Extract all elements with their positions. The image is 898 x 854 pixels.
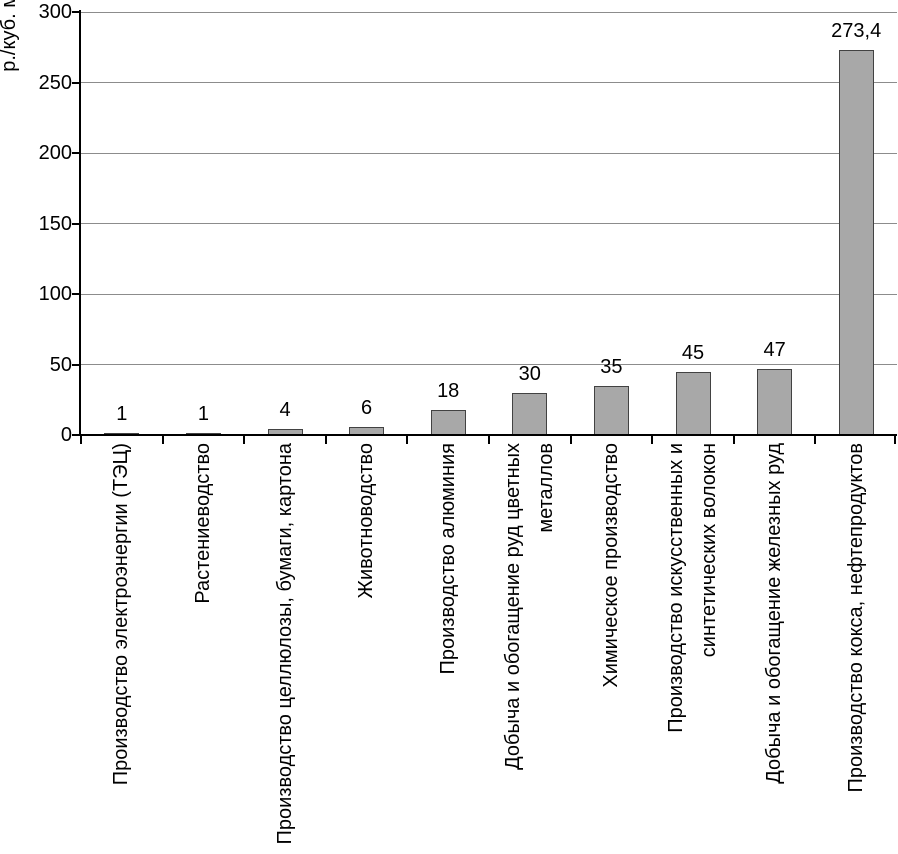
y-tick (72, 434, 79, 436)
category-label: Производство кокса, нефтепродуктов (844, 443, 867, 793)
gridline (79, 82, 897, 83)
y-tick (72, 11, 79, 13)
x-tick (488, 436, 490, 444)
y-tick (72, 81, 79, 84)
y-axis-line (79, 10, 81, 436)
bar-value-label: 4 (279, 399, 291, 422)
bar (838, 49, 874, 435)
bar (593, 385, 629, 435)
gridline (79, 293, 897, 295)
category-label: Производство искусственных и синтетическ… (665, 443, 720, 733)
bar (512, 392, 548, 435)
category-label: Производство электроэнергии (ТЭЦ) (110, 443, 133, 786)
y-tick-label: 0 (60, 424, 72, 446)
bar (675, 371, 711, 435)
bar-value-label: 47 (763, 338, 786, 361)
bar-value-label: 45 (681, 341, 705, 364)
gridline (79, 11, 897, 13)
category-label: Производство алюминия (436, 443, 459, 675)
bar-value-label: 1 (116, 403, 128, 425)
bar-value-label: 1 (197, 403, 209, 425)
y-tick-label: 50 (49, 353, 72, 376)
bar-value-label: 30 (518, 362, 541, 385)
gridline (79, 364, 897, 365)
category-label: Производство целлюлозы, бумаги, картона (273, 443, 296, 845)
gridline (79, 223, 897, 224)
x-tick (651, 436, 654, 444)
x-tick (814, 436, 817, 444)
gridline (79, 152, 897, 154)
bar-value-label: 6 (361, 396, 373, 419)
bar-value-label: 18 (437, 379, 460, 402)
y-tick-label: 250 (38, 71, 72, 94)
y-tick (72, 152, 79, 154)
category-label: Добыча и обогащение железных руд (763, 443, 786, 784)
x-axis-line (79, 434, 897, 436)
x-tick (161, 436, 164, 444)
y-tick (72, 222, 79, 225)
x-tick (894, 436, 896, 444)
y-tick-label: 300 (38, 1, 72, 23)
x-tick (243, 436, 246, 444)
x-tick (324, 436, 327, 444)
bar-value-label: 35 (600, 355, 623, 378)
x-tick (80, 436, 82, 444)
category-label: Химическое производство (599, 443, 622, 688)
y-tick (72, 363, 79, 366)
category-label: Растениеводство (191, 443, 214, 604)
y-tick-label: 200 (38, 142, 72, 164)
bar (757, 368, 793, 435)
x-tick (569, 436, 572, 444)
x-tick (732, 436, 735, 444)
y-tick-label: 150 (38, 212, 72, 235)
bar (430, 409, 466, 435)
y-tick (72, 293, 79, 295)
category-label: Добыча и обогащение руд цветных металлов (501, 443, 557, 770)
x-tick (406, 436, 409, 444)
y-tick-label: 100 (38, 283, 72, 305)
category-label: Животноводство (355, 443, 378, 599)
bar-value-label: 273,4 (831, 19, 882, 42)
